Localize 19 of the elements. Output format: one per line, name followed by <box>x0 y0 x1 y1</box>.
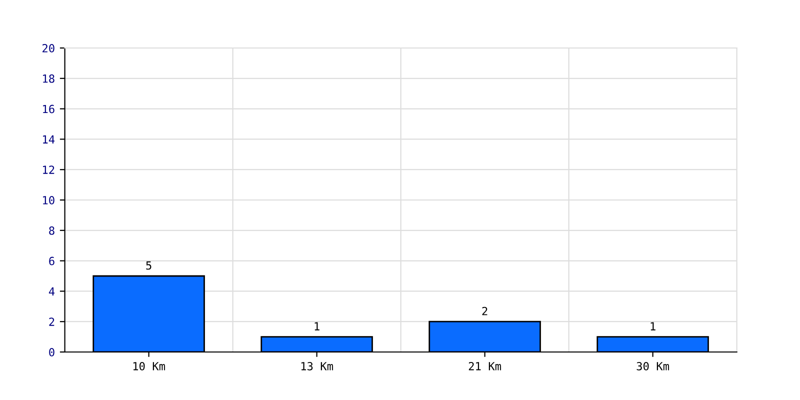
x-tick-label: 10 Km <box>133 362 165 370</box>
y-tick-label: 16 <box>43 104 54 114</box>
data-label: 2 <box>482 306 488 316</box>
x-tick-label: 13 Km <box>301 362 333 370</box>
y-tick-label: 10 <box>43 196 54 204</box>
y-tick-label: 0 <box>49 348 54 356</box>
x-tick-label: 21 Km <box>468 362 501 370</box>
y-tick-label: 12 <box>43 166 54 174</box>
y-tick-label: 4 <box>48 287 55 296</box>
y-tick-label: 2 <box>49 318 54 326</box>
data-label: 5 <box>146 261 152 270</box>
y-tick-label: 14 <box>43 135 55 144</box>
data-label: 1 <box>314 322 320 330</box>
y-tick-label: 20 <box>42 44 54 52</box>
data-label: 1 <box>650 322 656 330</box>
y-tick-label: 6 <box>49 256 54 266</box>
x-tick-label: 30 Km <box>636 362 669 370</box>
y-tick-label: 18 <box>43 74 54 83</box>
y-tick-label: 8 <box>49 226 54 235</box>
